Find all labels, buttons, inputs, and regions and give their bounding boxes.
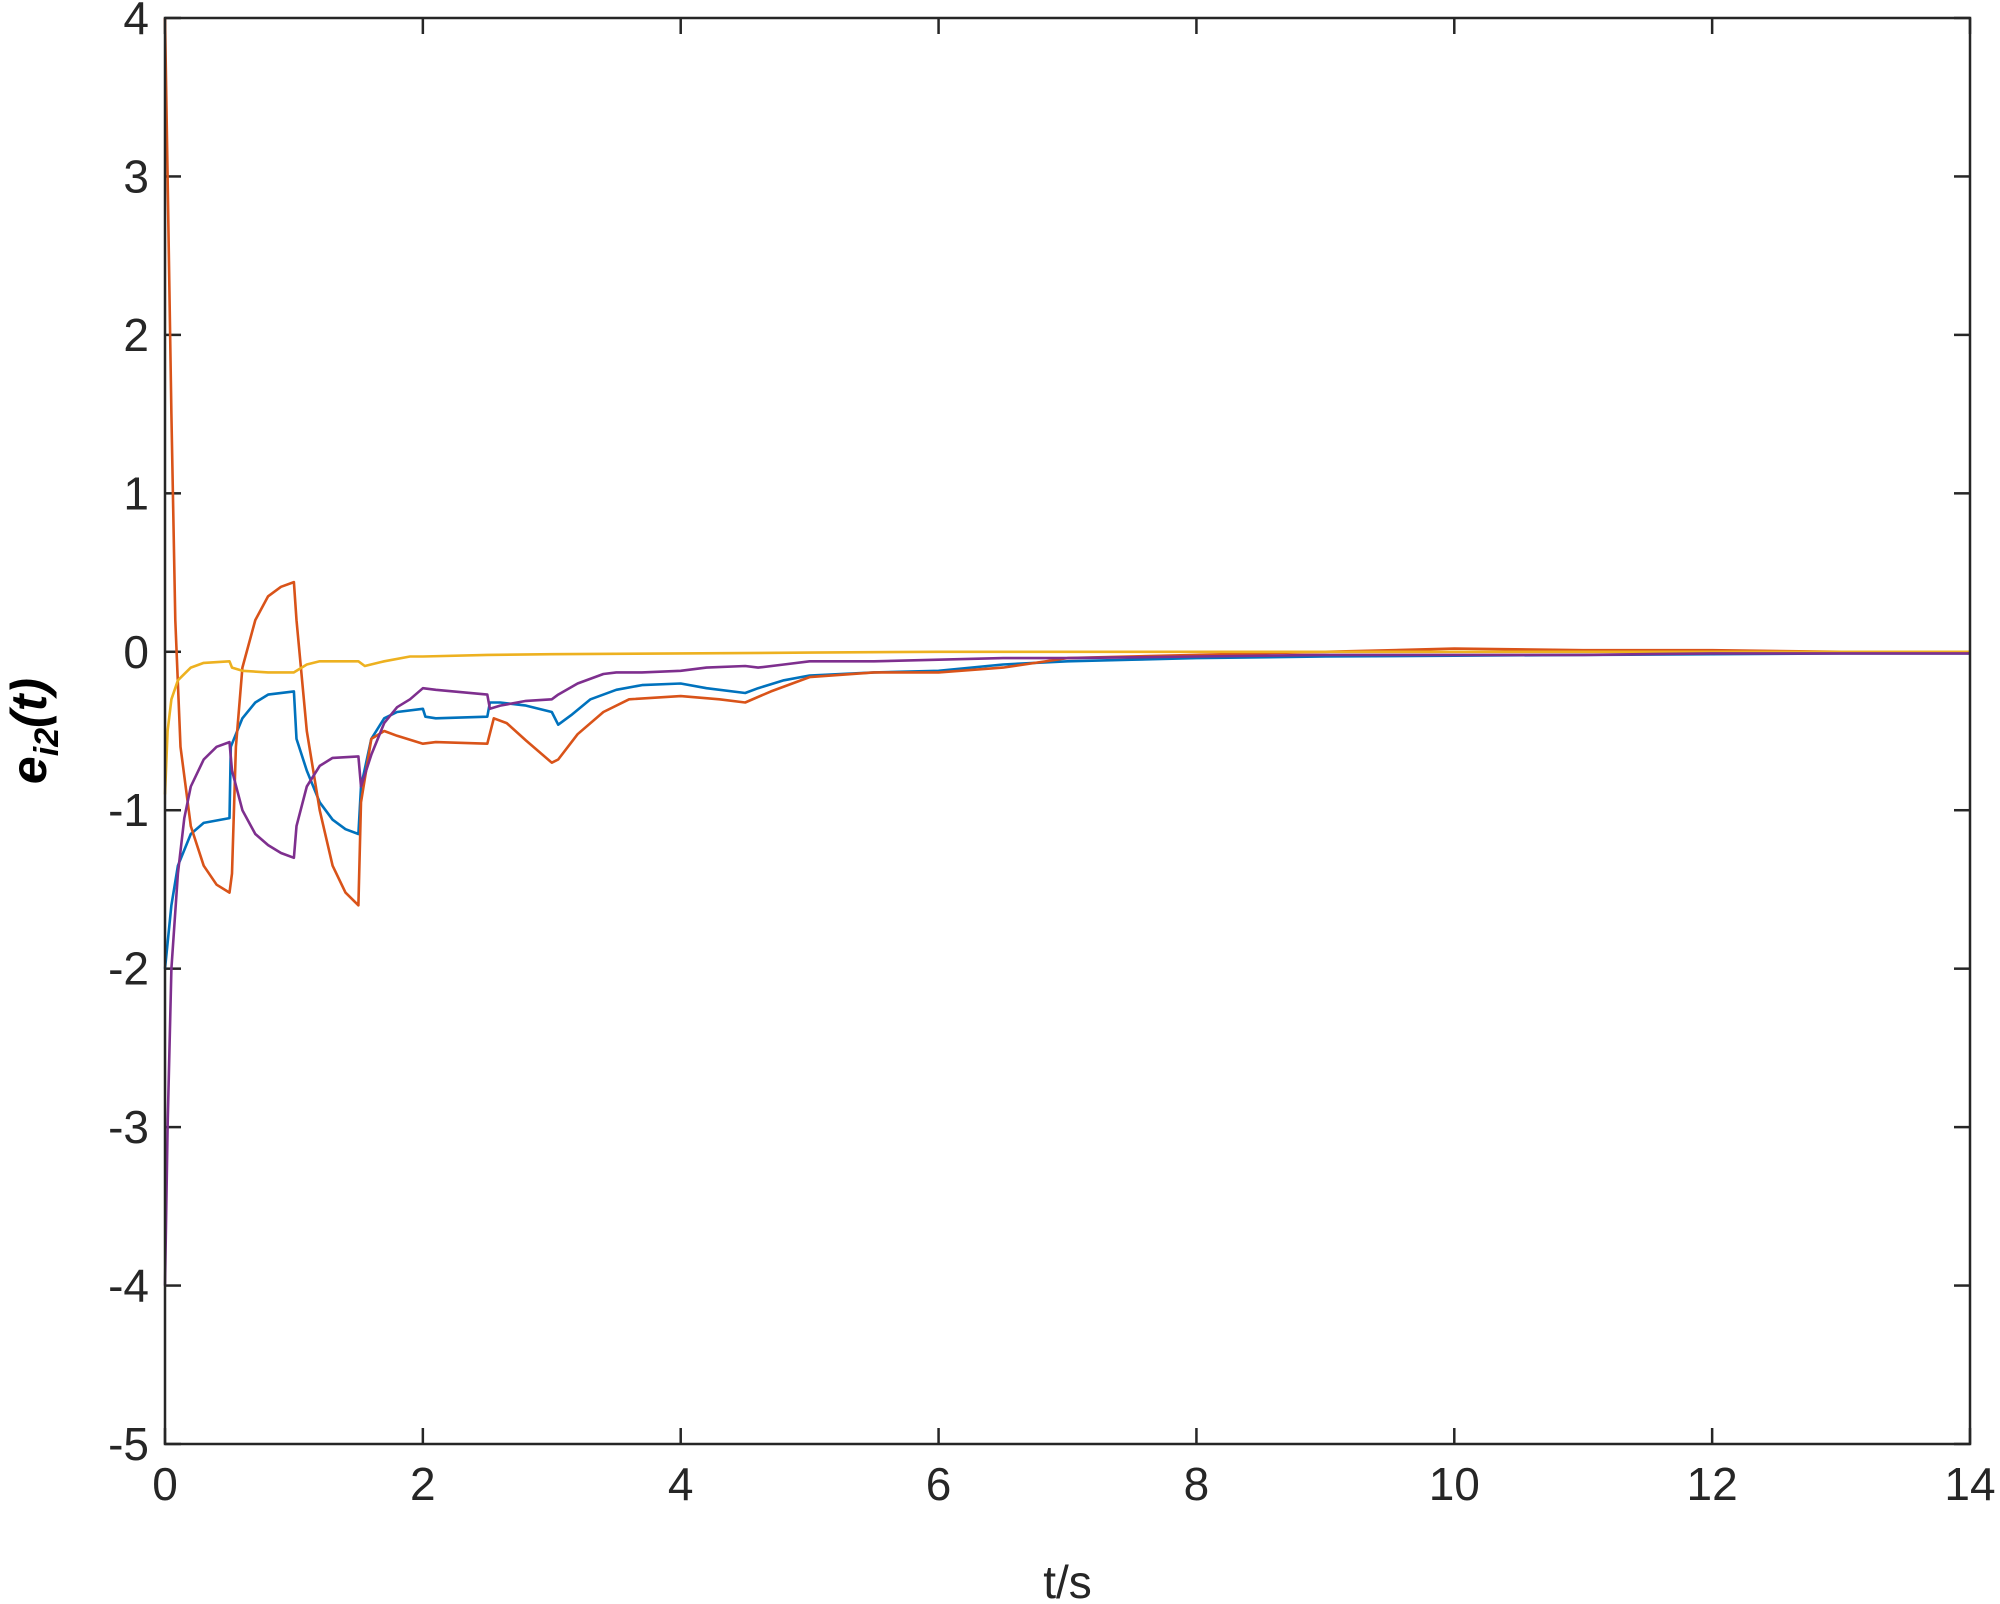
y-tick-label: 0 (123, 626, 149, 678)
y-axis-label-tail: (t) (1, 678, 57, 728)
series-line-1 (163, 652, 1970, 969)
x-tick-label: 0 (152, 1458, 178, 1510)
y-axis-label: ei2(t) (1, 678, 66, 784)
plot-frame (163, 16, 1972, 1446)
x-tick-label: 2 (410, 1458, 436, 1510)
x-tick-label: 14 (1944, 1458, 1995, 1510)
y-axis-label-subscript: i2 (28, 728, 66, 756)
series-layer (163, 17, 1970, 1286)
x-tick-label: 12 (1687, 1458, 1738, 1510)
y-tick-label: 2 (123, 309, 149, 361)
tick-marks (163, 16, 1972, 1446)
series-line-3 (163, 650, 1970, 795)
x-tick-label: 10 (1429, 1458, 1480, 1510)
y-tick-labels: -5 -4 -3 -2 -1 0 1 2 3 4 (108, 0, 149, 1470)
y-tick-label: -5 (108, 1418, 149, 1470)
x-axis-label: t/s (1043, 1556, 1092, 1604)
x-tick-label: 8 (1184, 1458, 1210, 1510)
series-line-2 (163, 17, 1970, 907)
x-tick-label: 6 (926, 1458, 952, 1510)
y-tick-label: 3 (123, 150, 149, 202)
y-tick-label: -4 (108, 1260, 149, 1312)
y-tick-label: -3 (108, 1101, 149, 1153)
x-tick-label: 4 (668, 1458, 694, 1510)
y-axis-label-main: e (1, 756, 57, 784)
series-line-4 (163, 652, 1970, 1286)
y-tick-label: -1 (108, 784, 149, 836)
y-tick-label: -2 (108, 943, 149, 995)
y-tick-label: 1 (123, 467, 149, 519)
y-tick-label: 4 (123, 0, 149, 44)
x-tick-labels: 0 2 4 6 8 10 12 14 (152, 1458, 1995, 1510)
